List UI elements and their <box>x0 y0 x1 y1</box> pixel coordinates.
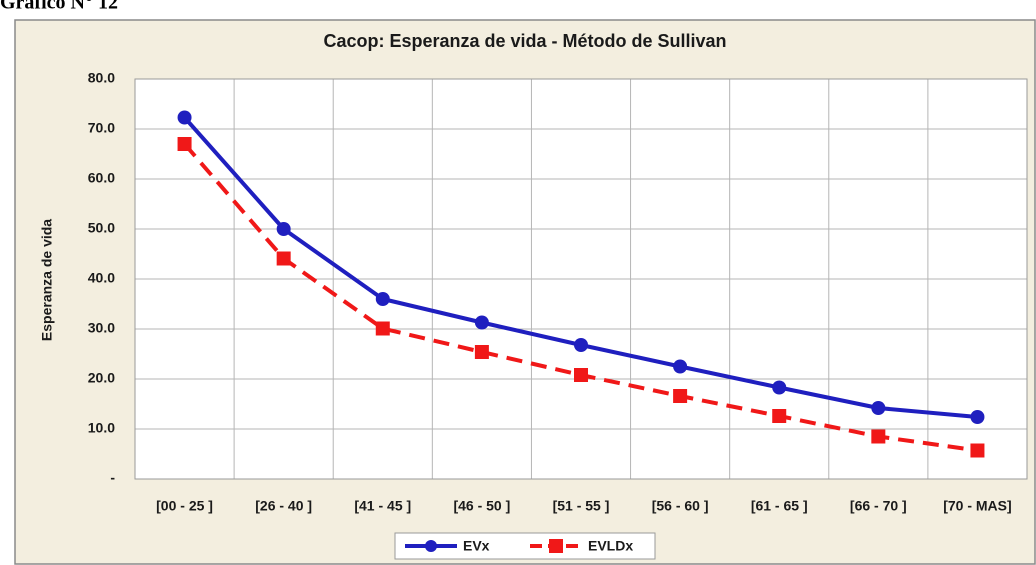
y-axis-label: Esperanza de vida <box>39 219 55 341</box>
y-tick-label: 40.0 <box>88 270 115 286</box>
point <box>276 222 291 236</box>
point <box>177 110 192 125</box>
point <box>673 359 688 374</box>
x-tick-label: [56 - 60 ] <box>652 498 709 514</box>
point <box>177 137 192 151</box>
y-tick-label: 60.0 <box>88 170 115 186</box>
y-tick-label: 20.0 <box>88 370 115 386</box>
point <box>474 315 489 330</box>
point <box>574 338 588 352</box>
x-tick-label: [00 - 25 ] <box>156 498 213 514</box>
y-tick-label: 10.0 <box>88 420 115 436</box>
chart-title: Cacop: Esperanza de vida - Método de Sul… <box>323 31 726 51</box>
x-tick-label: [46 - 50 ] <box>453 498 510 514</box>
point <box>772 380 787 395</box>
legend-label: EVx <box>463 538 490 554</box>
legend-marker <box>425 540 437 552</box>
y-tick-label: 70.0 <box>88 120 115 136</box>
x-tick-label: [70 - MAS] <box>943 498 1011 514</box>
y-tick-label: 50.0 <box>88 220 115 236</box>
point <box>375 321 390 336</box>
y-tick-label: 80.0 <box>88 70 115 86</box>
point <box>673 389 688 403</box>
point <box>574 368 588 382</box>
x-tick-label: [66 - 70 ] <box>850 498 907 514</box>
point <box>970 443 985 458</box>
x-tick-label: [41 - 45 ] <box>354 498 411 514</box>
y-tick-label: 30.0 <box>88 320 115 336</box>
point <box>474 345 489 359</box>
point <box>276 251 291 266</box>
x-tick-label: [51 - 55 ] <box>553 498 610 514</box>
figure-label: Gráfico N° 12 <box>0 0 118 14</box>
legend-marker <box>549 539 563 553</box>
series-0 <box>177 110 985 424</box>
point <box>375 292 390 306</box>
legend-label: EVLDx <box>588 538 633 554</box>
series-1 <box>177 137 985 458</box>
point <box>970 410 985 424</box>
point <box>871 429 886 444</box>
point <box>772 409 787 423</box>
plot-border <box>134 78 1028 480</box>
x-tick-label: [61 - 65 ] <box>751 498 808 514</box>
y-tick-label: - <box>110 470 115 486</box>
x-tick-label: [26 - 40 ] <box>255 498 312 514</box>
point <box>871 401 886 415</box>
